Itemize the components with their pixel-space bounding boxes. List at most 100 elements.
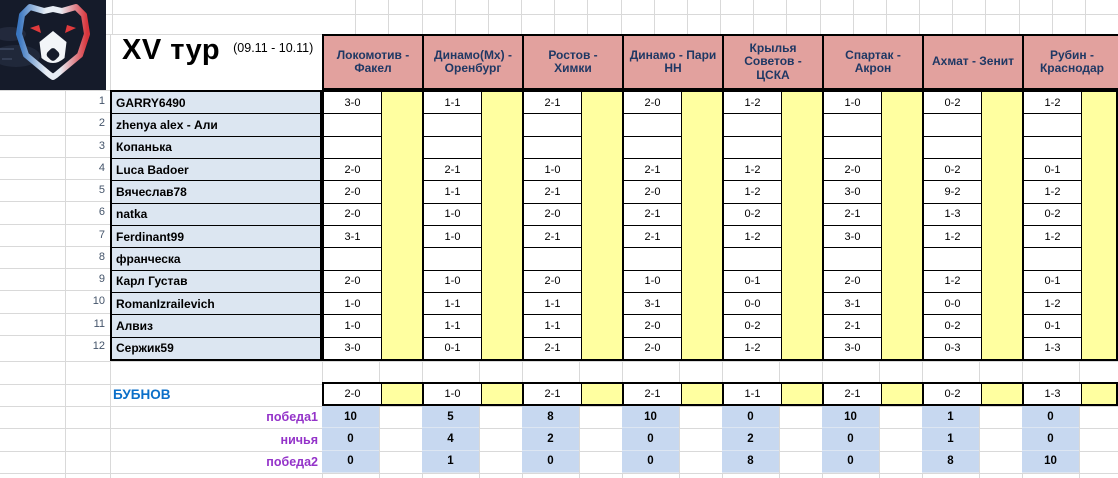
match-header[interactable]: Динамо - Пари НН (622, 34, 722, 90)
bubnov-points-cell[interactable] (682, 384, 724, 404)
bubnov-prediction-cell[interactable]: 0-2 (924, 384, 981, 404)
prediction-cell[interactable]: 2-0 (324, 181, 381, 204)
prediction-cell[interactable] (1024, 114, 1081, 137)
bubnov-points-cell[interactable] (782, 384, 824, 404)
prediction-cell[interactable]: 2-0 (524, 270, 581, 293)
prediction-cell[interactable]: 1-0 (424, 203, 481, 226)
prediction-cell[interactable]: 1-2 (724, 337, 781, 359)
prediction-cell[interactable]: 2-1 (524, 181, 581, 204)
prediction-cell[interactable] (324, 114, 381, 137)
prediction-cell[interactable]: 0-1 (1024, 315, 1081, 338)
player-name-cell[interactable]: GARRY6490 (112, 92, 320, 115)
points-cell[interactable] (782, 92, 824, 359)
prediction-cell[interactable]: 1-2 (724, 181, 781, 204)
bubnov-prediction-cell[interactable]: 2-1 (824, 384, 881, 404)
points-cell[interactable] (482, 92, 524, 359)
prediction-cell[interactable]: 1-0 (324, 292, 381, 316)
bubnov-points-cell[interactable] (882, 384, 924, 404)
player-name-cell[interactable]: Luca Badoer (112, 158, 320, 182)
row-number[interactable]: 9 (98, 273, 105, 286)
points-cell[interactable] (582, 92, 624, 359)
prediction-cell[interactable]: 3-0 (324, 92, 381, 115)
match-header[interactable]: Крылья Советов - ЦСКА (722, 34, 822, 90)
bubnov-prediction-cell[interactable]: 1-1 (724, 384, 781, 404)
prediction-cell[interactable] (724, 114, 781, 137)
stat-value-cell[interactable]: 0 (622, 428, 679, 451)
prediction-cell[interactable]: 1-0 (424, 270, 481, 293)
prediction-cell[interactable] (524, 114, 581, 137)
prediction-cell[interactable] (424, 114, 481, 137)
player-name-cell[interactable]: natka (112, 203, 320, 226)
bubnov-prediction-cell[interactable]: 1-3 (1024, 384, 1081, 404)
stat-value-cell[interactable]: 10 (1022, 450, 1079, 474)
prediction-cell[interactable] (624, 248, 681, 271)
stat-value-cell[interactable]: 8 (722, 450, 779, 474)
prediction-cell[interactable] (824, 114, 881, 137)
prediction-cell[interactable] (324, 248, 381, 271)
stat-value-cell[interactable]: 0 (822, 450, 879, 474)
bubnov-points-cell[interactable] (982, 384, 1024, 404)
stat-value-cell[interactable]: 0 (622, 450, 679, 474)
bubnov-prediction-cell[interactable]: 1-0 (424, 384, 481, 404)
points-cell[interactable] (682, 92, 724, 359)
row-number[interactable]: 6 (98, 206, 105, 219)
prediction-cell[interactable]: 2-1 (424, 158, 481, 182)
prediction-cell[interactable]: 1-2 (724, 225, 781, 249)
player-name-cell[interactable]: Карл Густав (112, 270, 320, 293)
round-title-cell[interactable]: XV тур (09.11 - 10.11) (110, 34, 322, 90)
prediction-cell[interactable]: 0-0 (724, 292, 781, 316)
prediction-cell[interactable] (1024, 136, 1081, 159)
player-name-cell[interactable]: Ferdinant99 (112, 225, 320, 249)
prediction-cell[interactable]: 0-1 (424, 337, 481, 359)
prediction-cell[interactable] (624, 136, 681, 159)
prediction-cell[interactable] (624, 114, 681, 137)
match-header[interactable]: Рубин - Краснодар (1022, 34, 1118, 90)
prediction-cell[interactable]: 2-1 (824, 203, 881, 226)
stat-value-cell[interactable]: 0 (722, 406, 779, 429)
stat-value-cell[interactable]: 4 (422, 428, 479, 451)
match-header[interactable]: Локомотив - Факел (322, 34, 422, 90)
prediction-cell[interactable] (724, 136, 781, 159)
prediction-cell[interactable]: 0-3 (924, 337, 981, 359)
prediction-cell[interactable]: 9-2 (924, 181, 981, 204)
prediction-cell[interactable] (924, 248, 981, 271)
stat-value-cell[interactable]: 10 (822, 406, 879, 429)
stat-value-cell[interactable]: 0 (322, 428, 379, 451)
prediction-cell[interactable]: 3-0 (824, 225, 881, 249)
player-name-cell[interactable]: zhenya alex - Али (112, 114, 320, 137)
stat-label[interactable]: ничья (280, 432, 318, 447)
row-number[interactable]: 3 (98, 139, 105, 152)
points-cell[interactable] (882, 92, 924, 359)
stat-value-cell[interactable]: 8 (522, 406, 579, 429)
prediction-cell[interactable]: 2-0 (624, 315, 681, 338)
prediction-cell[interactable]: 1-0 (324, 315, 381, 338)
prediction-cell[interactable]: 2-1 (524, 337, 581, 359)
stat-value-cell[interactable]: 0 (822, 428, 879, 451)
prediction-cell[interactable] (524, 248, 581, 271)
stat-value-cell[interactable]: 0 (522, 450, 579, 474)
prediction-cell[interactable]: 3-1 (624, 292, 681, 316)
prediction-cell[interactable]: 1-2 (1024, 225, 1081, 249)
prediction-cell[interactable]: 1-2 (924, 225, 981, 249)
prediction-cell[interactable]: 0-0 (924, 292, 981, 316)
prediction-cell[interactable]: 2-0 (624, 92, 681, 115)
bubnov-prediction-cell[interactable]: 2-1 (624, 384, 681, 404)
prediction-cell[interactable]: 1-3 (924, 203, 981, 226)
row-number[interactable]: 12 (92, 339, 105, 352)
prediction-cell[interactable]: 2-1 (524, 225, 581, 249)
prediction-cell[interactable]: 0-1 (1024, 270, 1081, 293)
prediction-cell[interactable]: 1-2 (1024, 181, 1081, 204)
prediction-cell[interactable] (924, 136, 981, 159)
stat-value-cell[interactable]: 1 (922, 428, 979, 451)
prediction-cell[interactable]: 2-1 (524, 92, 581, 115)
prediction-cell[interactable]: 0-2 (1024, 203, 1081, 226)
prediction-cell[interactable]: 0-2 (724, 203, 781, 226)
bubnov-points-cell[interactable] (482, 384, 524, 404)
bubnov-points-cell[interactable] (582, 384, 624, 404)
prediction-cell[interactable]: 2-0 (324, 158, 381, 182)
prediction-cell[interactable]: 1-0 (824, 92, 881, 115)
prediction-cell[interactable]: 2-0 (324, 203, 381, 226)
prediction-cell[interactable]: 0-2 (924, 92, 981, 115)
match-header[interactable]: Спартак - Акрон (822, 34, 922, 90)
prediction-cell[interactable]: 0-1 (1024, 158, 1081, 182)
